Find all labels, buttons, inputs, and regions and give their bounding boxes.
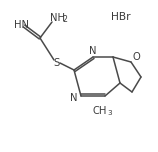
Text: 3: 3 xyxy=(107,110,112,116)
Text: 2: 2 xyxy=(62,16,67,24)
Text: O: O xyxy=(132,52,140,62)
Text: HN: HN xyxy=(14,20,29,30)
Text: CH: CH xyxy=(93,106,107,116)
Text: S: S xyxy=(54,58,60,68)
Text: HBr: HBr xyxy=(111,12,131,22)
Text: NH: NH xyxy=(50,13,65,23)
Text: N: N xyxy=(70,93,78,103)
Text: N: N xyxy=(89,46,97,56)
